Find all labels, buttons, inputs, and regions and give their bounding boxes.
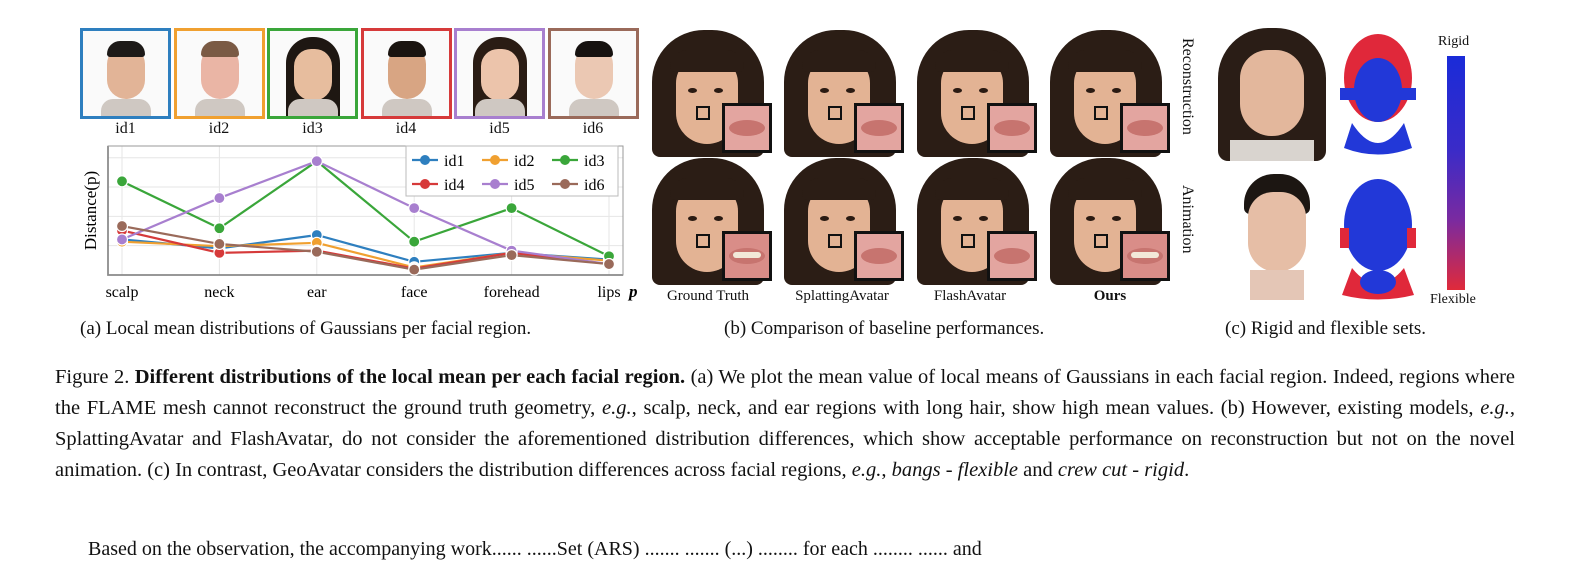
legend-label-id5: id5 — [514, 177, 534, 194]
rigid-flexible-mesh-2 — [1340, 179, 1416, 300]
point-id5-ear — [310, 155, 323, 168]
comparison-image-r2-c1 — [650, 158, 775, 285]
point-id6-face — [408, 263, 421, 276]
identity-thumbnail-id5 — [454, 28, 545, 119]
comparison-image-r2-c2 — [782, 158, 907, 285]
x-tick-label-lips: lips — [597, 284, 620, 301]
identity-thumbnail-id1 — [80, 28, 171, 119]
col-label-flashavatar: FlashAvatar — [933, 288, 1007, 304]
point-id3-scalp — [115, 175, 129, 188]
point-id6-ear — [310, 245, 323, 258]
point-id6-lips — [602, 257, 616, 271]
colorbar-label-flexible: Flexible — [1430, 292, 1476, 307]
identity-thumbnail-id2 — [173, 28, 265, 119]
caption-text-6: . — [1184, 459, 1190, 481]
figure-label: Figure 2. — [55, 366, 130, 388]
identity-label-id6: id6 — [582, 120, 604, 137]
chart-frame — [107, 145, 624, 276]
caption-text-1: (a) We plot the mean value of local mean… — [55, 366, 1515, 419]
point-id6-neck — [213, 237, 226, 251]
caption-eg-3: e.g. — [851, 459, 882, 481]
identity-label-id2: id2 — [208, 120, 230, 137]
point-id3-face — [408, 235, 421, 248]
row-label-reconstruction: Reconstruction — [1179, 38, 1196, 135]
point-id6-forehead — [505, 249, 518, 262]
point-id6-scalp — [115, 219, 129, 233]
caption-eg-1: e.g. — [602, 397, 632, 419]
comparison-image-r1-c1 — [650, 30, 775, 157]
rigid-flexible-colorbar — [1447, 56, 1465, 290]
comparison-image-r1-c4 — [1048, 30, 1173, 157]
legend-marker-id4 — [420, 179, 430, 189]
identity-label-id1: id1 — [115, 120, 136, 137]
y-axis-label: Distance(p) — [81, 171, 100, 250]
identity-thumbnail-id6 — [547, 28, 639, 119]
comparison-image-r1-c2 — [782, 30, 907, 157]
caption-text-2: , scalp, neck, and ear regions with long… — [631, 397, 1481, 419]
caption-eg-2: e.g. — [1480, 397, 1510, 419]
panel-b-caption: (b) Comparison of baseline performances. — [724, 318, 1045, 339]
rigid-flexible-mesh-1 — [1340, 34, 1416, 155]
caption-crew: crew cut - rigid — [1057, 459, 1185, 481]
col-label-ours: Ours — [1093, 288, 1127, 304]
legend-marker-id5 — [490, 179, 500, 189]
point-id3-neck — [213, 222, 226, 235]
caption-text-5: and — [1018, 459, 1058, 481]
legend-label-id2: id2 — [514, 153, 534, 170]
row-label-animation: Animation — [1179, 185, 1196, 254]
series-line-id5 — [121, 159, 610, 266]
caption-bangs: bangs - flexible — [891, 459, 1019, 481]
point-id3-forehead — [505, 202, 518, 215]
legend-marker-id1 — [420, 155, 430, 165]
identity-thumbnail-id3 — [267, 28, 358, 119]
x-tick-label-scalp: scalp — [106, 284, 139, 301]
panel-c-caption: (c) Rigid and flexible sets. — [1225, 318, 1427, 339]
subject-photo-1 — [1210, 28, 1335, 161]
identity-label-id5: id5 — [489, 120, 510, 137]
panel-a-caption: (a) Local mean distributions of Gaussian… — [80, 318, 532, 339]
point-id5-scalp — [115, 233, 129, 246]
figure-title: Different distributions of the local mea… — [134, 366, 686, 388]
legend-marker-id2 — [490, 155, 500, 165]
body-text-cutoff: Based on the observation, the accompanyi… — [88, 538, 982, 560]
legend-marker-id6 — [560, 179, 570, 189]
legend-label-id4: id4 — [444, 177, 464, 194]
x-tick-label-face: face — [401, 284, 428, 301]
identity-label-id4: id4 — [395, 120, 417, 137]
comparison-image-r2-c3 — [915, 158, 1040, 285]
identity-label-id3: id3 — [302, 120, 323, 137]
x-tick-label-ear: ear — [307, 284, 327, 301]
point-id5-neck — [213, 191, 226, 205]
caption-text-4: , — [881, 459, 892, 481]
legend-label-id3: id3 — [584, 153, 604, 170]
col-label-ground-truth: Ground Truth — [666, 288, 750, 304]
comparison-image-r1-c3 — [915, 30, 1040, 157]
legend-label-id1: id1 — [444, 153, 464, 170]
col-label-splattingavatar: SplattingAvatar — [795, 288, 889, 304]
caption-text-3: , SplattingAvatar and FlashAvatar, do no… — [55, 397, 1515, 481]
subject-photo-2 — [1220, 170, 1335, 300]
point-id5-face — [408, 202, 421, 215]
legend-marker-id3 — [560, 155, 570, 165]
identity-thumbnail-id4 — [360, 28, 452, 119]
x-tick-label-forehead: forehead — [484, 284, 540, 301]
legend-label-id6: id6 — [584, 177, 604, 194]
legend-box — [405, 145, 619, 197]
comparison-image-r2-c4 — [1048, 158, 1173, 285]
x-axis-label: p — [627, 282, 638, 301]
x-tick-label-neck: neck — [204, 284, 234, 301]
colorbar-label-rigid: Rigid — [1438, 34, 1470, 49]
distance-line-chart: Distance(p) scalp neck ear face forehead lips p… — [81, 145, 638, 301]
series-line-id6 — [121, 224, 610, 271]
series-line-id3 — [121, 159, 610, 258]
figure-caption: Figure 2. Different distributions of the… — [55, 362, 1515, 486]
